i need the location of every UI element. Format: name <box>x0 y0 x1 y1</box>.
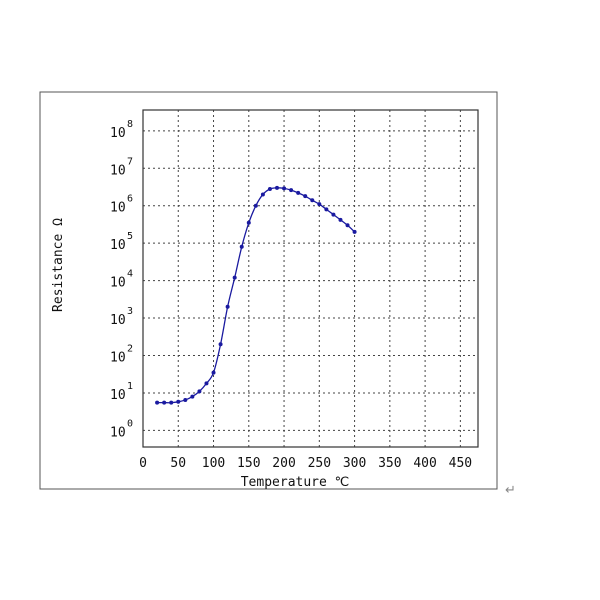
y-tick-base: 10 <box>110 350 126 365</box>
y-tick-label: 105 <box>110 231 133 253</box>
x-tick-label: 100 <box>202 456 225 471</box>
y-tick-exponent: 2 <box>127 343 133 354</box>
y-tick-base: 10 <box>110 276 126 291</box>
data-point <box>204 381 209 386</box>
x-tick-label: 400 <box>413 456 436 471</box>
y-tick-exponent: 3 <box>127 306 133 317</box>
data-point <box>303 194 308 199</box>
data-point <box>225 304 230 309</box>
plot-area-border <box>142 109 479 448</box>
y-tick-label: 106 <box>110 194 133 216</box>
data-point <box>260 192 265 197</box>
data-point <box>275 185 279 190</box>
data-point <box>345 223 350 228</box>
data-point <box>352 229 357 234</box>
y-tick-exponent: 4 <box>127 269 133 280</box>
data-point <box>197 389 202 394</box>
y-tick-exponent: 5 <box>127 231 133 242</box>
data-point <box>246 220 251 225</box>
y-tick-base: 10 <box>110 425 126 440</box>
y-tick-label: 100 <box>110 418 133 440</box>
data-point <box>289 188 294 193</box>
y-tick-base: 10 <box>110 388 126 403</box>
x-tick-label: 200 <box>272 456 295 471</box>
return-mark: ↵ <box>505 483 516 498</box>
x-tick-label: 450 <box>449 456 472 471</box>
data-point <box>162 400 167 405</box>
series-layer <box>155 185 357 405</box>
data-point <box>317 202 322 207</box>
data-point <box>310 198 315 203</box>
data-point <box>324 207 329 212</box>
y-tick-exponent: 1 <box>127 381 133 392</box>
y-tick-exponent: 0 <box>127 418 133 429</box>
data-point <box>190 394 195 399</box>
y-tick-exponent: 7 <box>127 156 133 167</box>
data-point <box>253 203 258 208</box>
figure-frame <box>39 91 498 490</box>
y-tick-exponent: 8 <box>127 119 133 130</box>
x-tick-label: 300 <box>343 456 366 471</box>
data-point <box>169 400 174 405</box>
data-point <box>155 400 160 405</box>
y-tick-label: 107 <box>110 156 133 178</box>
data-point <box>183 397 188 402</box>
data-point <box>176 399 181 404</box>
y-axis-label: Resistance Ω <box>51 218 66 312</box>
data-point <box>331 212 336 217</box>
x-tick-label: 250 <box>308 456 331 471</box>
y-tick-base: 10 <box>110 238 126 253</box>
x-tick-label: 0 <box>139 456 147 471</box>
data-point <box>296 190 301 195</box>
x-tick-label: 150 <box>237 456 260 471</box>
data-point <box>267 186 272 191</box>
x-axis-label: Temperature ℃ <box>241 475 350 490</box>
y-tick-exponent: 6 <box>127 194 133 205</box>
data-point <box>232 275 237 280</box>
y-tick-label: 103 <box>110 306 133 328</box>
y-tick-label: 101 <box>110 381 133 403</box>
data-point <box>239 244 244 249</box>
y-tick-label: 102 <box>110 343 133 365</box>
y-tick-base: 10 <box>110 126 126 141</box>
x-tick-labels: 0 50 100 150 200 250 300 350 400 450 <box>139 456 472 471</box>
y-tick-base: 10 <box>110 201 126 216</box>
data-point <box>218 342 223 347</box>
y-tick-label: 108 <box>110 119 133 141</box>
data-point <box>338 217 343 222</box>
data-point <box>211 370 216 375</box>
y-tick-base: 10 <box>110 313 126 328</box>
y-tick-label: 104 <box>110 269 133 291</box>
data-point <box>282 186 287 191</box>
x-tick-label: 350 <box>378 456 401 471</box>
y-tick-base: 10 <box>110 163 126 178</box>
x-tick-label: 50 <box>170 456 186 471</box>
